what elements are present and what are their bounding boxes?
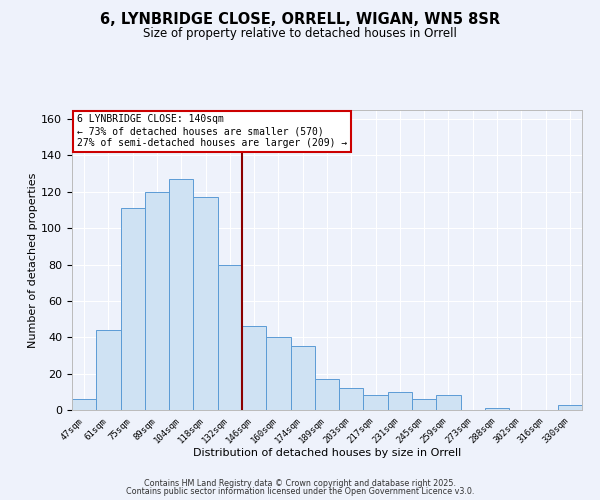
Bar: [169, 179, 193, 410]
Bar: [72, 399, 96, 410]
Text: 6, LYNBRIDGE CLOSE, ORRELL, WIGAN, WN5 8SR: 6, LYNBRIDGE CLOSE, ORRELL, WIGAN, WN5 8…: [100, 12, 500, 28]
Bar: [388, 392, 412, 410]
Bar: [485, 408, 509, 410]
Bar: [339, 388, 364, 410]
X-axis label: Distribution of detached houses by size in Orrell: Distribution of detached houses by size …: [193, 448, 461, 458]
Text: Contains HM Land Registry data © Crown copyright and database right 2025.: Contains HM Land Registry data © Crown c…: [144, 478, 456, 488]
Text: Size of property relative to detached houses in Orrell: Size of property relative to detached ho…: [143, 28, 457, 40]
Bar: [436, 396, 461, 410]
Bar: [121, 208, 145, 410]
Y-axis label: Number of detached properties: Number of detached properties: [28, 172, 38, 348]
Bar: [193, 198, 218, 410]
Bar: [412, 399, 436, 410]
Bar: [290, 346, 315, 410]
Bar: [315, 379, 339, 410]
Text: Contains public sector information licensed under the Open Government Licence v3: Contains public sector information licen…: [126, 487, 474, 496]
Text: 6 LYNBRIDGE CLOSE: 140sqm
← 73% of detached houses are smaller (570)
27% of semi: 6 LYNBRIDGE CLOSE: 140sqm ← 73% of detac…: [77, 114, 347, 148]
Bar: [218, 264, 242, 410]
Bar: [364, 396, 388, 410]
Bar: [145, 192, 169, 410]
Bar: [266, 338, 290, 410]
Bar: [558, 404, 582, 410]
Bar: [96, 330, 121, 410]
Bar: [242, 326, 266, 410]
